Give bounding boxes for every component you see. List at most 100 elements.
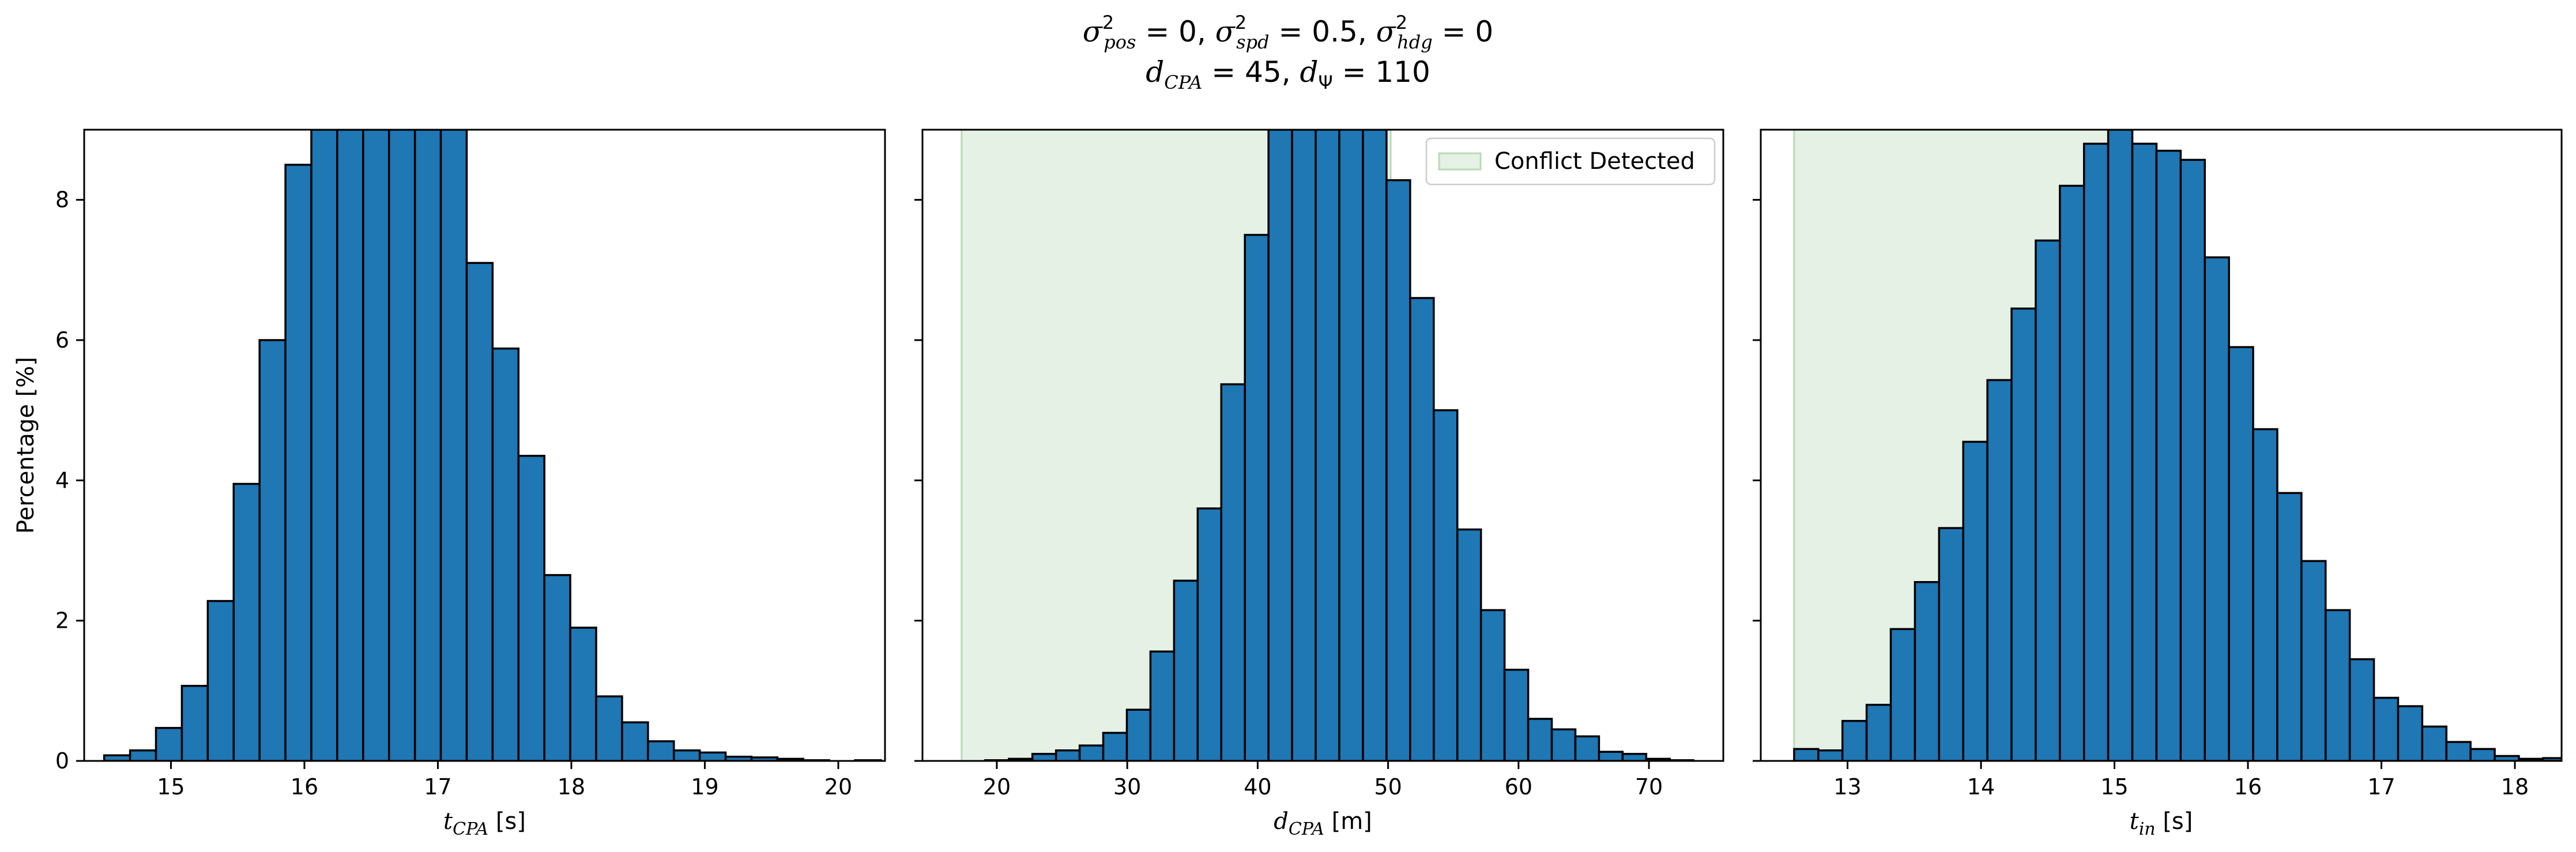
x-tick-label-middle-40: 40 <box>1244 774 1271 800</box>
bar-left-11 <box>387 130 416 761</box>
legend-label: Conflict Detected <box>1494 148 1695 175</box>
x-tick-label-left-15: 15 <box>157 774 184 800</box>
axes-frame-middle <box>921 129 1724 762</box>
bar-right-28 <box>2469 748 2496 761</box>
panel-right: 13 14 15 16 17 18 tin [s] <box>1753 129 2563 839</box>
bar-right-14 <box>2131 142 2158 761</box>
x-tick-label-right-13: 13 <box>1833 774 1861 800</box>
bar-left-10 <box>362 130 390 761</box>
bar-right-23 <box>2348 658 2375 761</box>
x-tick-label-right-16: 16 <box>2234 774 2262 800</box>
bar-left-19 <box>595 695 623 761</box>
bar-middle-7 <box>1125 708 1152 761</box>
bar-left-3 <box>180 685 209 761</box>
bar-right-1 <box>1817 749 1844 761</box>
bar-middle-19 <box>1409 297 1435 761</box>
x-tick-label-right-14: 14 <box>1967 774 1995 800</box>
bar-right-7 <box>1962 440 1989 761</box>
bar-left-16 <box>517 455 545 761</box>
bar-right-0 <box>1793 748 1820 761</box>
x-tick-label-right-18: 18 <box>2501 774 2529 800</box>
x-tick-label-left-17: 17 <box>424 774 451 800</box>
bar-right-25 <box>2397 705 2424 761</box>
y-tick-label-6: 6 <box>55 327 69 353</box>
y-tick-label-2: 2 <box>55 608 69 634</box>
bar-right-12 <box>2082 142 2110 761</box>
axes-frame-right <box>1760 129 2563 762</box>
bar-right-5 <box>1914 581 1941 761</box>
bar-middle-11 <box>1220 383 1246 761</box>
x-tick-label-middle-30: 30 <box>1113 774 1141 800</box>
title-line-2: dCPA = 45, dΨ = 110 <box>1146 55 1430 93</box>
y-axis-label: Percentage [%] <box>13 357 39 534</box>
bar-left-7 <box>284 164 312 761</box>
y-tick-label-0: 0 <box>55 748 69 774</box>
bar-left-6 <box>258 339 287 761</box>
x-tick-label-left-19: 19 <box>691 774 718 800</box>
bar-middle-12 <box>1244 233 1270 761</box>
bar-middle-10 <box>1196 507 1223 761</box>
plot-area-right <box>1793 130 2562 761</box>
bar-left-1 <box>129 749 157 761</box>
bar-right-8 <box>1986 379 2013 761</box>
x-tick-label-middle-70: 70 <box>1635 774 1663 800</box>
bar-middle-8 <box>1149 650 1176 761</box>
bar-right-21 <box>2300 560 2327 761</box>
bar-middle-9 <box>1173 579 1199 761</box>
bar-left-12 <box>413 130 442 761</box>
bar-middle-22 <box>1479 609 1506 761</box>
bar-middle-13 <box>1267 130 1293 761</box>
x-tick-label-right-17: 17 <box>2367 774 2395 800</box>
x-tick-label-middle-60: 60 <box>1505 774 1532 800</box>
bar-middle-27 <box>1598 751 1624 761</box>
bar-middle-3 <box>1031 753 1057 761</box>
panel-left: 15 16 17 18 19 20 0 2 4 6 8 tCPA [s] Percentage [%] <box>13 129 886 839</box>
bar-left-23 <box>698 751 727 761</box>
title-line-1: σ2 pos = 0, σ2 spd = 0.5, σ2 hdg = 0 <box>1083 12 1493 53</box>
bar-middle-21 <box>1456 528 1482 761</box>
x-axis-label-left: tCPA [s] <box>443 808 526 839</box>
x-axis-label-right: tin [s] <box>2130 808 2193 839</box>
bar-middle-28 <box>1621 753 1648 761</box>
bar-middle-15 <box>1315 130 1340 761</box>
bar-middle-25 <box>1550 728 1577 761</box>
bar-middle-17 <box>1362 130 1388 761</box>
axes-frame-left <box>83 129 886 762</box>
bar-middle-16 <box>1338 130 1364 761</box>
bar-right-11 <box>2059 184 2085 761</box>
bar-left-13 <box>439 130 468 761</box>
bar-middle-5 <box>1078 744 1105 761</box>
bar-right-20 <box>2276 492 2303 761</box>
bar-right-22 <box>2324 609 2351 761</box>
bar-right-19 <box>2252 428 2279 761</box>
bar-right-27 <box>2445 741 2472 761</box>
legend-box <box>1425 137 1716 186</box>
y-tick-label-4: 4 <box>55 468 69 493</box>
bar-left-15 <box>491 347 520 761</box>
bar-middle-24 <box>1527 718 1553 761</box>
bar-middle-18 <box>1385 179 1411 761</box>
bar-right-10 <box>2035 239 2061 761</box>
bar-middle-14 <box>1291 130 1317 761</box>
bar-right-17 <box>2204 256 2230 761</box>
y-tick-label-8: 8 <box>55 187 69 213</box>
bar-left-2 <box>155 727 183 761</box>
legend-swatch <box>1438 152 1482 171</box>
x-axis-label-middle: dCPA [m] <box>1274 808 1372 839</box>
bar-right-3 <box>1865 703 1892 761</box>
bar-left-8 <box>310 130 338 761</box>
bar-right-16 <box>2179 159 2206 761</box>
bar-right-6 <box>1938 527 1964 761</box>
bar-right-13 <box>2107 130 2134 761</box>
bar-middle-6 <box>1102 732 1128 761</box>
bar-left-18 <box>569 627 597 761</box>
bar-right-15 <box>2155 149 2182 761</box>
bar-middle-20 <box>1433 409 1459 761</box>
bar-left-20 <box>621 721 649 761</box>
plot-area-left <box>103 130 882 761</box>
bar-right-24 <box>2372 696 2400 761</box>
bar-middle-23 <box>1503 669 1530 761</box>
bar-right-2 <box>1841 719 1868 761</box>
plot-area-middle <box>961 130 1694 761</box>
bar-left-5 <box>232 482 261 761</box>
